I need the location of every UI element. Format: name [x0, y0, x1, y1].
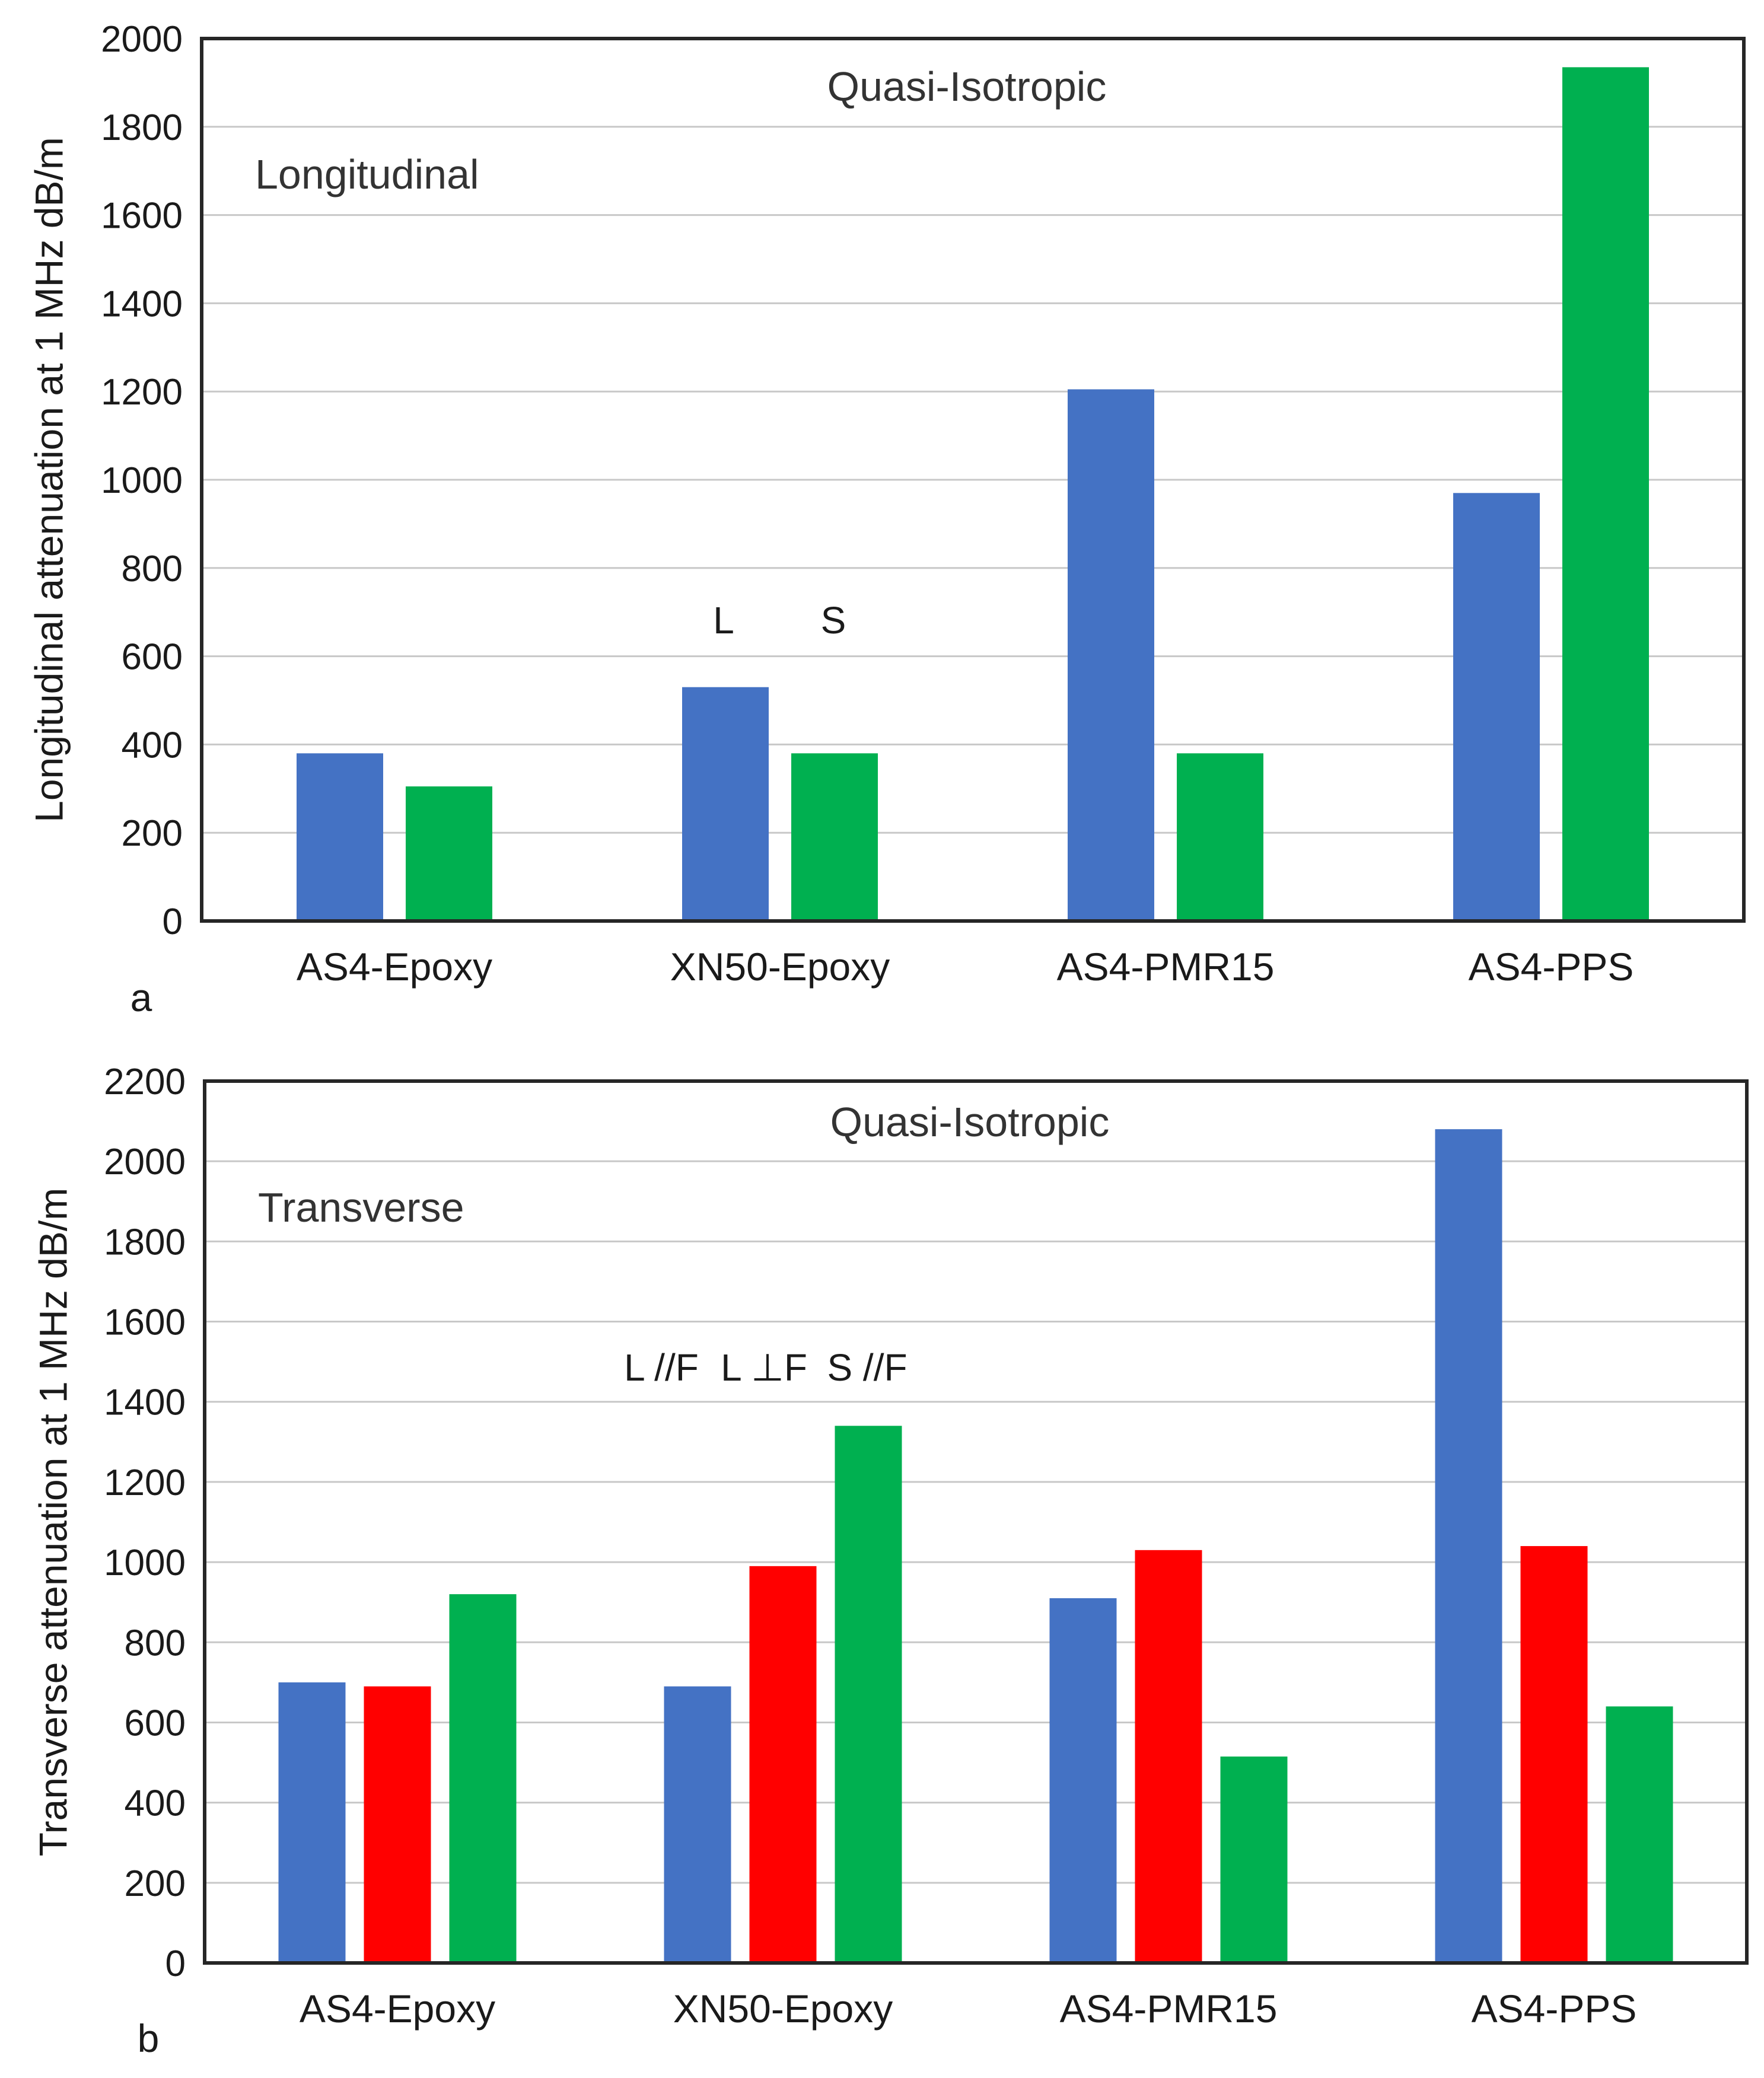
bar-lf-as4-epoxy [278, 1682, 346, 1963]
bar-sf-as4-pps [1606, 1706, 1673, 1963]
chart-panel-b: 0 200 400 600 800 1000 1200 1400 1600 1800 2000 220… [31, 1062, 1749, 2060]
y-tick-label: 200 [122, 813, 183, 854]
x-category-label: XN50-Epoxy [673, 1987, 893, 2031]
y-tick-label: 600 [125, 1703, 186, 1744]
bar-l-as4-epoxy [297, 753, 383, 921]
y-tick-label: 600 [122, 637, 183, 678]
bar-sf-as4-pmr15 [1220, 1756, 1288, 1963]
bar-lf-xn50-epoxy [664, 1686, 731, 1963]
chart-title: Quasi-Isotropic [830, 1099, 1110, 1145]
legend-label: S [821, 599, 846, 642]
bar-sf-xn50-epoxy [835, 1426, 902, 1963]
legend-label: L //F [624, 1346, 699, 1389]
y-tick-label: 400 [125, 1783, 186, 1824]
bar-lf-as4-pps [1520, 1546, 1588, 1963]
chart-annotation: Longitudinal [255, 151, 479, 197]
y-tick-label: 1200 [101, 372, 183, 413]
y-axis-title: Transverse attenuation at 1 MHz dB/m [31, 1188, 75, 1856]
y-tick-label: 1000 [104, 1542, 186, 1583]
chart-title: Quasi-Isotropic [827, 63, 1107, 110]
legend-label: L ⊥F [721, 1346, 807, 1389]
chart-annotation: Transverse [258, 1184, 464, 1231]
bar-lf-as4-epoxy [364, 1686, 431, 1963]
y-tick-label: 2000 [101, 19, 183, 60]
bar-s-as4-pmr15 [1177, 753, 1263, 921]
plot-area-frame [200, 37, 1746, 923]
bar-s-as4-pps [1562, 67, 1649, 922]
y-tick-label: 200 [125, 1863, 186, 1904]
y-tick-label: 1200 [104, 1462, 186, 1503]
y-tick-label: 400 [122, 725, 183, 766]
y-tick-label: 800 [125, 1623, 186, 1663]
y-tick-label: 2000 [104, 1142, 186, 1183]
x-category-label: AS4-PPS [1469, 945, 1634, 989]
bar-lf-as4-pmr15 [1135, 1550, 1202, 1963]
y-tick-label: 1600 [101, 196, 183, 237]
y-tick-label: 2200 [104, 1062, 186, 1102]
y-tick-label: 800 [122, 549, 183, 589]
x-category-label: AS4-PMR15 [1060, 1987, 1278, 2031]
bar-lf-as4-pmr15 [1049, 1598, 1117, 1963]
bar-sf-as4-epoxy [449, 1594, 517, 1963]
bar-l-as4-pps [1453, 493, 1540, 921]
x-category-label: XN50-Epoxy [670, 945, 890, 989]
bar-l-xn50-epoxy [682, 687, 769, 921]
plot-area-frame [203, 1079, 1749, 1965]
y-tick-label: 1000 [101, 460, 183, 501]
panel-label: a [130, 976, 152, 1019]
panel-label: b [138, 2016, 160, 2060]
y-tick-label: 1600 [104, 1302, 186, 1343]
y-tick-label: 1800 [104, 1222, 186, 1263]
bar-s-xn50-epoxy [791, 753, 878, 921]
legend-label: S //F [827, 1346, 907, 1389]
y-tick-label: 0 [165, 1943, 186, 1984]
legend-label: L [713, 599, 734, 642]
bar-s-as4-epoxy [406, 786, 492, 921]
y-tick-label: 1800 [101, 107, 183, 148]
y-tick-label: 0 [163, 901, 183, 942]
bar-l-as4-pmr15 [1068, 389, 1154, 921]
x-category-label: AS4-Epoxy [300, 1987, 495, 2031]
x-category-label: AS4-PMR15 [1057, 945, 1275, 989]
x-category-label: AS4-Epoxy [297, 945, 492, 989]
y-tick-label: 1400 [101, 283, 183, 324]
bar-lf-as4-pps [1435, 1129, 1502, 1963]
bar-lf-xn50-epoxy [749, 1566, 817, 1963]
chart-panel-a: 0 200 400 600 800 1000 1200 1400 1600 1800 2000 AS4… [27, 19, 1746, 1019]
y-axis-title: Longitudinal attenuation at 1 MHz dB/m [27, 137, 71, 823]
y-tick-label: 1400 [104, 1382, 186, 1423]
x-category-label: AS4-PPS [1472, 1987, 1637, 2031]
